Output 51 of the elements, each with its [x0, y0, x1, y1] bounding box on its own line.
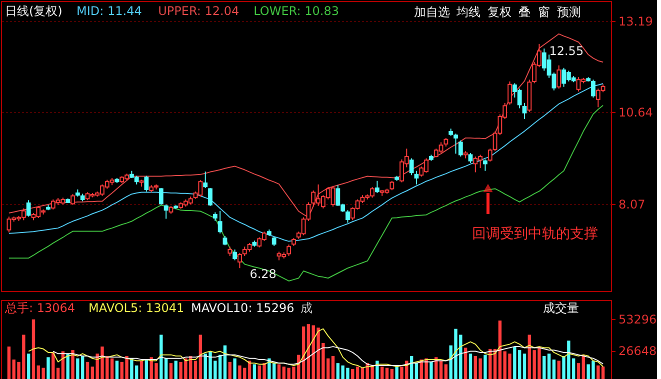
candlestick: [228, 246, 232, 256]
candlestick: [522, 102, 527, 120]
series-label: 总手: 13064: [4, 301, 76, 315]
candlestick: [483, 158, 488, 172]
candlestick: [26, 200, 31, 218]
annotation: 成交量: [543, 301, 579, 315]
line-series: [8, 83, 604, 242]
annotation: 成: [300, 301, 312, 315]
candlestick: [144, 175, 149, 192]
candlestick: [222, 235, 228, 246]
candlestick: [556, 64, 562, 90]
chart-title: 日线(复权): [5, 4, 62, 18]
candlestick: [232, 249, 238, 261]
line-series: [8, 104, 604, 282]
y-tick-label: 10.64: [618, 106, 653, 120]
annotation: 窗: [538, 5, 550, 19]
candlestick: [164, 204, 168, 220]
text: MAVOL5: 13041: [88, 301, 184, 315]
annotation: 均线: [456, 5, 481, 19]
text: UPPER: 12.04: [158, 4, 240, 18]
line-series: [52, 346, 604, 366]
candlestick: [272, 236, 276, 246]
candlestick: [508, 80, 512, 106]
annotation: 叠: [518, 5, 530, 19]
candlestick: [218, 210, 222, 234]
annotation: 加自选: [414, 5, 450, 19]
line-series: [28, 328, 604, 368]
candlestick: [208, 188, 212, 206]
y-tick-label: 26648: [618, 344, 657, 358]
annotation: 预测: [557, 5, 581, 19]
candlestick: [70, 194, 75, 206]
y-tick-label: 53296: [618, 312, 657, 327]
candlestick: [468, 152, 473, 164]
candlestick: [409, 158, 414, 176]
candlestick: [390, 180, 394, 191]
candlestick: [346, 210, 350, 224]
candlestick: [374, 180, 380, 194]
candlestick: [458, 140, 463, 158]
text: MID: 11.44: [76, 4, 142, 18]
text: LOWER: 10.83: [254, 4, 339, 18]
candlestick: [591, 79, 596, 98]
candlestick: [203, 171, 208, 189]
y-tick-label: 13.19: [618, 14, 653, 29]
annotation: 6.28: [250, 267, 276, 282]
annotation: 回调受到中轨的支撑: [472, 226, 598, 242]
candlestick: [414, 170, 419, 185]
candlestick: [158, 188, 164, 206]
y-tick-label: 8.07: [618, 198, 646, 212]
annotation: 复权: [487, 5, 512, 19]
text: MAVOL10: 15296: [191, 301, 294, 315]
annotation: 12.55: [549, 44, 584, 58]
